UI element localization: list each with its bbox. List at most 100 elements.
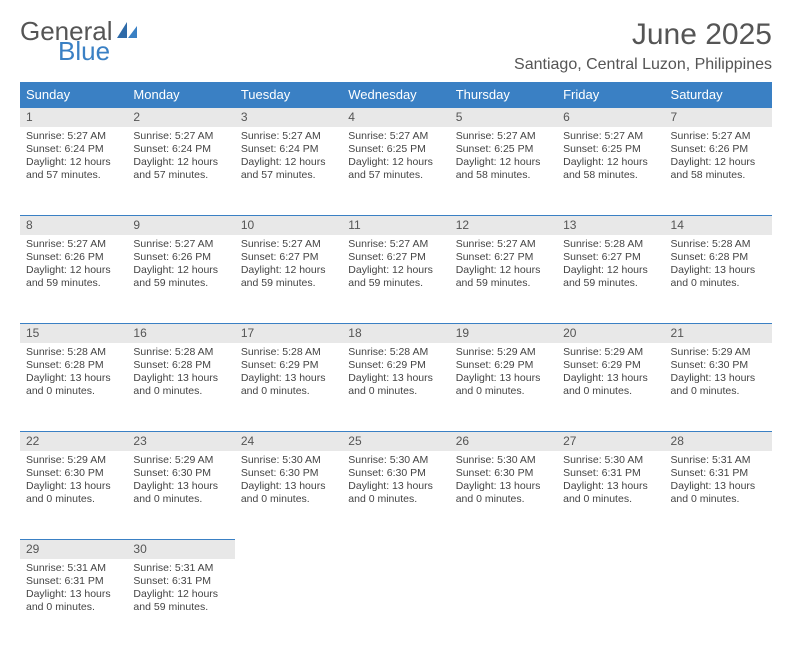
daylight-line: Daylight: 13 hours and 0 minutes.: [456, 480, 551, 506]
day-number: 7: [665, 107, 772, 127]
sunrise-line: Sunrise: 5:31 AM: [26, 562, 121, 575]
day-content: Sunrise: 5:27 AMSunset: 6:24 PMDaylight:…: [235, 127, 342, 189]
day-content-cell: [450, 559, 557, 647]
daylight-line: Daylight: 13 hours and 0 minutes.: [26, 372, 121, 398]
day-number-cell: 17: [235, 323, 342, 343]
day-content: Sunrise: 5:30 AMSunset: 6:30 PMDaylight:…: [450, 451, 557, 513]
sunset-line: Sunset: 6:26 PM: [133, 251, 228, 264]
day-content-cell: Sunrise: 5:27 AMSunset: 6:26 PMDaylight:…: [20, 235, 127, 323]
day-number: 26: [450, 431, 557, 451]
day-number: 1: [20, 107, 127, 127]
day-content-cell: Sunrise: 5:27 AMSunset: 6:25 PMDaylight:…: [342, 127, 449, 215]
sunset-line: Sunset: 6:25 PM: [348, 143, 443, 156]
sunrise-line: Sunrise: 5:29 AM: [26, 454, 121, 467]
sunrise-line: Sunrise: 5:28 AM: [671, 238, 766, 251]
daylight-line: Daylight: 12 hours and 58 minutes.: [456, 156, 551, 182]
day-content: Sunrise: 5:30 AMSunset: 6:31 PMDaylight:…: [557, 451, 664, 513]
daylight-line: Daylight: 13 hours and 0 minutes.: [241, 480, 336, 506]
day-content: Sunrise: 5:27 AMSunset: 6:26 PMDaylight:…: [127, 235, 234, 297]
day-content-cell: Sunrise: 5:27 AMSunset: 6:25 PMDaylight:…: [450, 127, 557, 215]
day-content: Sunrise: 5:27 AMSunset: 6:26 PMDaylight:…: [665, 127, 772, 189]
day-number-cell: 19: [450, 323, 557, 343]
day-number-cell: 23: [127, 431, 234, 451]
sunset-line: Sunset: 6:24 PM: [241, 143, 336, 156]
day-content: Sunrise: 5:30 AMSunset: 6:30 PMDaylight:…: [342, 451, 449, 513]
day-number-cell: [450, 539, 557, 559]
daylight-line: Daylight: 13 hours and 0 minutes.: [133, 372, 228, 398]
column-header: Wednesday: [342, 82, 449, 107]
daylight-line: Daylight: 13 hours and 0 minutes.: [563, 480, 658, 506]
calendar-table: SundayMondayTuesdayWednesdayThursdayFrid…: [20, 82, 772, 647]
day-number-cell: 4: [342, 107, 449, 127]
day-content-cell: Sunrise: 5:27 AMSunset: 6:25 PMDaylight:…: [557, 127, 664, 215]
sunrise-line: Sunrise: 5:27 AM: [241, 238, 336, 251]
day-content: Sunrise: 5:29 AMSunset: 6:30 PMDaylight:…: [127, 451, 234, 513]
sunset-line: Sunset: 6:27 PM: [456, 251, 551, 264]
sunset-line: Sunset: 6:31 PM: [133, 575, 228, 588]
day-number-cell: 11: [342, 215, 449, 235]
day-content-cell: Sunrise: 5:31 AMSunset: 6:31 PMDaylight:…: [665, 451, 772, 539]
day-content-cell: Sunrise: 5:28 AMSunset: 6:28 PMDaylight:…: [665, 235, 772, 323]
day-number-cell: 27: [557, 431, 664, 451]
daylight-line: Daylight: 12 hours and 58 minutes.: [671, 156, 766, 182]
sunrise-line: Sunrise: 5:27 AM: [348, 130, 443, 143]
sunset-line: Sunset: 6:29 PM: [563, 359, 658, 372]
day-content-cell: [235, 559, 342, 647]
daylight-line: Daylight: 13 hours and 0 minutes.: [456, 372, 551, 398]
sunrise-line: Sunrise: 5:27 AM: [348, 238, 443, 251]
day-content-cell: Sunrise: 5:28 AMSunset: 6:29 PMDaylight:…: [342, 343, 449, 431]
day-content-cell: [342, 559, 449, 647]
day-number: 24: [235, 431, 342, 451]
sunset-line: Sunset: 6:26 PM: [26, 251, 121, 264]
day-content-cell: Sunrise: 5:30 AMSunset: 6:31 PMDaylight:…: [557, 451, 664, 539]
day-content-cell: Sunrise: 5:28 AMSunset: 6:28 PMDaylight:…: [20, 343, 127, 431]
daylight-line: Daylight: 13 hours and 0 minutes.: [348, 480, 443, 506]
day-number-cell: 3: [235, 107, 342, 127]
sunrise-line: Sunrise: 5:28 AM: [133, 346, 228, 359]
sunset-line: Sunset: 6:27 PM: [241, 251, 336, 264]
sunset-line: Sunset: 6:30 PM: [348, 467, 443, 480]
day-number-cell: 25: [342, 431, 449, 451]
day-number-cell: 18: [342, 323, 449, 343]
day-number-cell: 28: [665, 431, 772, 451]
day-number-cell: 9: [127, 215, 234, 235]
day-number-cell: 12: [450, 215, 557, 235]
day-number: 4: [342, 107, 449, 127]
day-number-cell: 14: [665, 215, 772, 235]
daylight-line: Daylight: 12 hours and 59 minutes.: [133, 588, 228, 614]
day-content: Sunrise: 5:29 AMSunset: 6:30 PMDaylight:…: [20, 451, 127, 513]
daylight-line: Daylight: 12 hours and 59 minutes.: [563, 264, 658, 290]
day-content: Sunrise: 5:28 AMSunset: 6:28 PMDaylight:…: [127, 343, 234, 405]
day-content: Sunrise: 5:27 AMSunset: 6:26 PMDaylight:…: [20, 235, 127, 297]
day-number: 13: [557, 215, 664, 235]
sunrise-line: Sunrise: 5:31 AM: [133, 562, 228, 575]
sunset-line: Sunset: 6:27 PM: [563, 251, 658, 264]
column-header: Thursday: [450, 82, 557, 107]
day-number-cell: [557, 539, 664, 559]
sunrise-line: Sunrise: 5:29 AM: [671, 346, 766, 359]
sunset-line: Sunset: 6:25 PM: [456, 143, 551, 156]
day-content-cell: Sunrise: 5:30 AMSunset: 6:30 PMDaylight:…: [450, 451, 557, 539]
day-number: 16: [127, 323, 234, 343]
daylight-line: Daylight: 12 hours and 59 minutes.: [456, 264, 551, 290]
day-content: Sunrise: 5:27 AMSunset: 6:24 PMDaylight:…: [20, 127, 127, 189]
day-content: Sunrise: 5:28 AMSunset: 6:29 PMDaylight:…: [342, 343, 449, 405]
day-content: Sunrise: 5:27 AMSunset: 6:25 PMDaylight:…: [342, 127, 449, 189]
sunrise-line: Sunrise: 5:30 AM: [563, 454, 658, 467]
month-title: June 2025: [514, 18, 772, 52]
sunset-line: Sunset: 6:26 PM: [671, 143, 766, 156]
day-number-cell: [342, 539, 449, 559]
day-content: Sunrise: 5:28 AMSunset: 6:29 PMDaylight:…: [235, 343, 342, 405]
title-block: June 2025 Santiago, Central Luzon, Phili…: [514, 18, 772, 74]
day-number: 21: [665, 323, 772, 343]
column-header: Saturday: [665, 82, 772, 107]
day-content: Sunrise: 5:31 AMSunset: 6:31 PMDaylight:…: [20, 559, 127, 621]
day-content: Sunrise: 5:31 AMSunset: 6:31 PMDaylight:…: [127, 559, 234, 621]
day-number: 6: [557, 107, 664, 127]
sunset-line: Sunset: 6:30 PM: [26, 467, 121, 480]
day-number: 15: [20, 323, 127, 343]
day-number: 22: [20, 431, 127, 451]
day-content: Sunrise: 5:28 AMSunset: 6:28 PMDaylight:…: [20, 343, 127, 405]
sunrise-line: Sunrise: 5:27 AM: [563, 130, 658, 143]
sunrise-line: Sunrise: 5:30 AM: [241, 454, 336, 467]
